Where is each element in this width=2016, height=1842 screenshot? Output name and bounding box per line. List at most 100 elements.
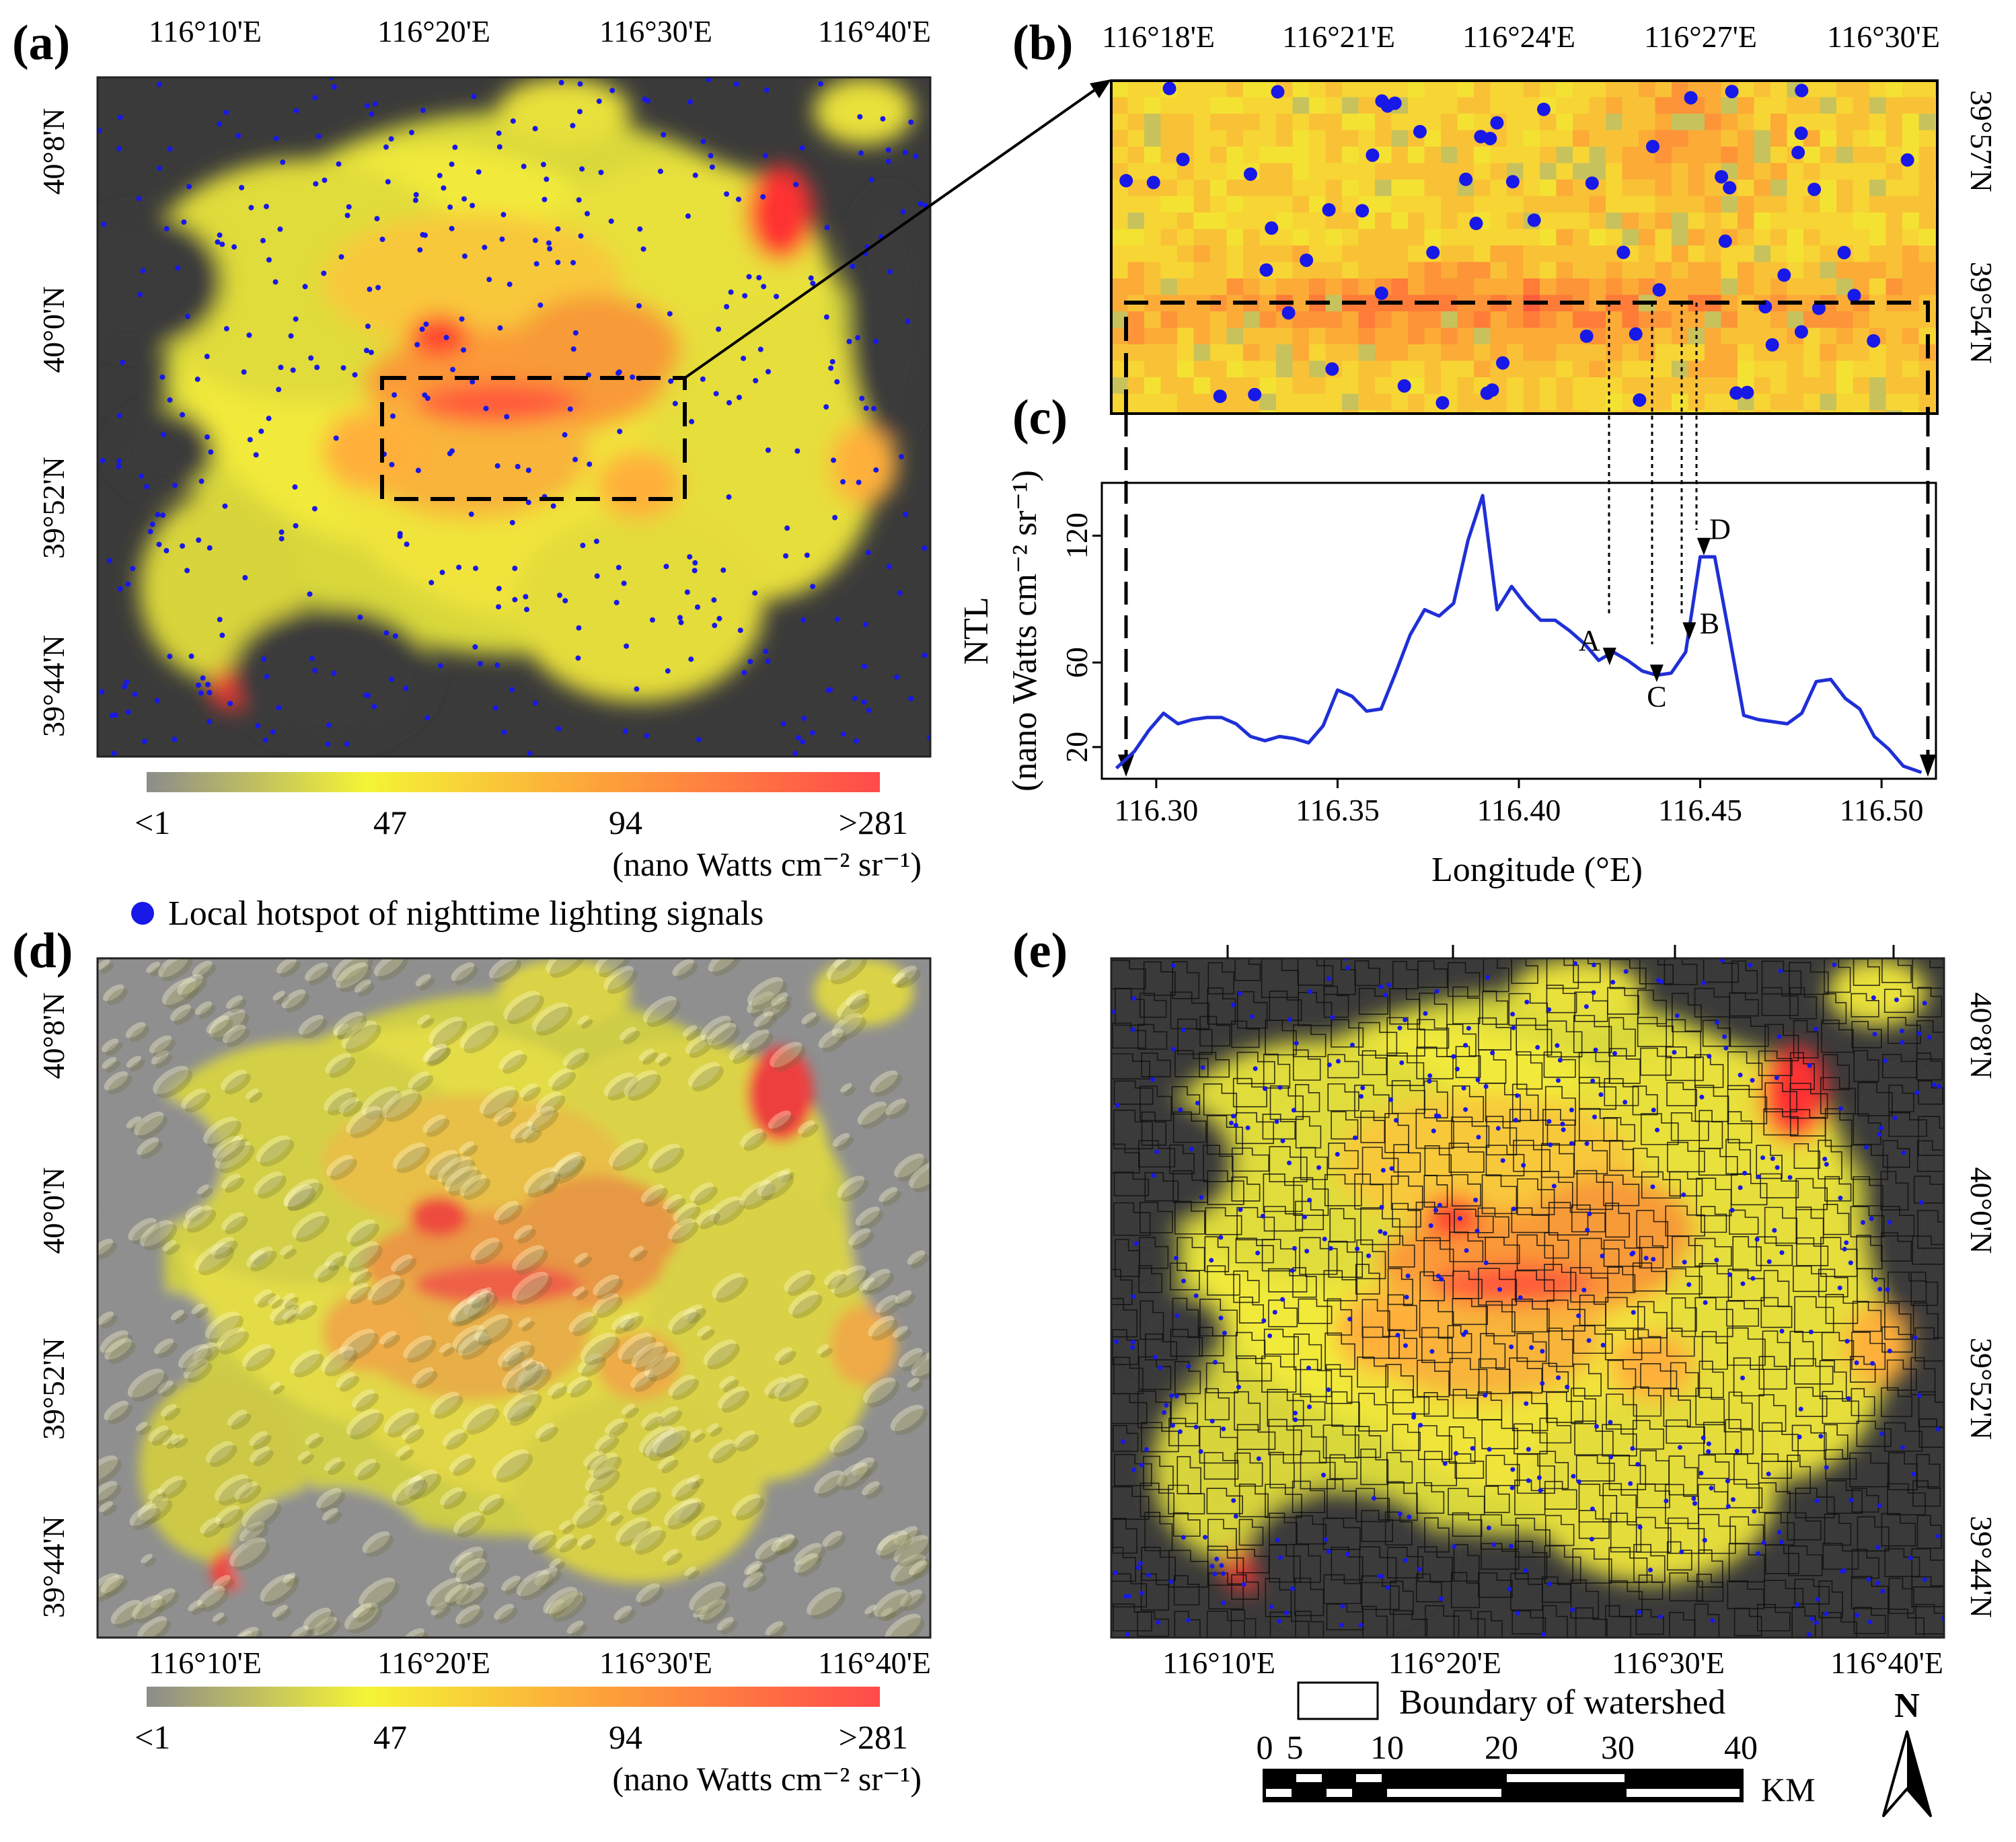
cb-a-label-3: 94 (609, 804, 642, 841)
cb-d-label-2: 47 (373, 1718, 407, 1756)
d-left-tick-4: 39°44'N (36, 1516, 71, 1618)
b-right-tick-2: 39°54'N (1964, 262, 1999, 364)
cb-a-label-2: 47 (373, 804, 407, 841)
annotation-A: A (1579, 624, 1600, 657)
annotation-D: D (1709, 513, 1731, 546)
a-left-tick-3: 39°52'N (36, 457, 71, 559)
panel-b-right-ticks: 39°57'N 39°54'N (1964, 90, 1999, 364)
b-top-tick-3: 116°24'E (1462, 20, 1575, 54)
annotation-arrow-C (1649, 664, 1664, 683)
x-tick-label-3: 116.45 (1658, 793, 1742, 827)
cb-a-unit: (nano Watts cm⁻² sr⁻¹) (612, 845, 922, 883)
scale-bar: 0 5 10 20 30 40 KM (1257, 1728, 1816, 1808)
panel-e-bottom-ticks: 116°10'E 116°20'E 116°30'E 116°40'E (1162, 1646, 1943, 1680)
e-right-tick-2: 40°0'N (1964, 1167, 1999, 1254)
chart-c-ylabel-2: (nano Watts cm⁻² sr⁻¹) (1006, 470, 1044, 792)
panel-d-map (96, 957, 932, 1639)
d-bottom-tick-3: 116°30'E (599, 1646, 712, 1680)
scale-tick-20: 20 (1485, 1728, 1518, 1766)
e-bottom-tick-3: 116°30'E (1612, 1646, 1725, 1680)
panel-b-top-ticks: 116°18'E 116°21'E 116°24'E 116°27'E 116°… (1102, 20, 1940, 54)
chart-c-frame (1100, 482, 1937, 780)
b-top-tick-4: 116°27'E (1644, 20, 1757, 54)
panel-d-left-ticks: 40°8'N 40°0'N 39°52'N 39°44'N (36, 993, 71, 1618)
d-left-tick-3: 39°52'N (36, 1338, 71, 1440)
hotspot-legend-dot (131, 902, 154, 925)
e-right-tick-4: 39°44'N (1964, 1516, 1999, 1618)
panel-e-map (1110, 957, 1945, 1639)
d-bottom-tick-1: 116°10'E (149, 1646, 262, 1680)
watershed-legend-swatch (1297, 1681, 1379, 1720)
b-top-tick-2: 116°21'E (1282, 20, 1395, 54)
panel-b-label: (b) (1012, 15, 1073, 71)
profile-line (1124, 301, 1930, 414)
a-top-tick-2: 116°20'E (377, 14, 490, 48)
b-to-c-connectors (1118, 303, 1936, 777)
a-top-tick-3: 116°30'E (599, 14, 712, 48)
scale-tick-40: 40 (1724, 1728, 1758, 1766)
scale-tick-30: 30 (1601, 1728, 1635, 1766)
a-left-tick-4: 39°44'N (36, 635, 71, 737)
annotation-arrow-D (1696, 537, 1711, 555)
x-tick-label-0: 116.30 (1114, 793, 1198, 827)
e-right-tick-3: 39°52'N (1964, 1338, 1999, 1440)
annotation-arrow-A (1602, 648, 1616, 666)
b-top-tick-1: 116°18'E (1102, 20, 1215, 54)
a-top-tick-1: 116°10'E (149, 14, 262, 48)
d-left-tick-1: 40°8'N (36, 993, 71, 1079)
zoom-arrow-head (1090, 79, 1111, 98)
annotation-arrow-B (1682, 622, 1696, 640)
a-left-tick-2: 40°0'N (36, 286, 71, 373)
cb-a-label-1: <1 (135, 804, 170, 841)
panel-a-top-ticks: 116°10'E 116°20'E 116°30'E 116°40'E (149, 14, 931, 48)
x-tick-label-1: 116.35 (1296, 793, 1380, 827)
a-top-tick-4: 116°40'E (818, 14, 931, 48)
panel-a-label: (a) (12, 15, 70, 71)
chart-c-xlabel: Longitude (°E) (1431, 851, 1643, 889)
zoom-arrow (683, 87, 1098, 379)
scale-tick-10: 10 (1370, 1728, 1404, 1766)
cb-d-label-3: 94 (609, 1718, 642, 1756)
e-bottom-tick-2: 116°20'E (1388, 1646, 1501, 1680)
panel-d-label: (d) (12, 923, 73, 978)
north-arrow: N (1882, 1687, 1932, 1817)
panel-d-bottom-ticks: 116°10'E 116°20'E 116°30'E 116°40'E (149, 1646, 931, 1680)
b-top-tick-5: 116°30'E (1827, 20, 1940, 54)
scale-tick-5: 5 (1287, 1728, 1304, 1766)
e-bottom-tick-4: 116°40'E (1830, 1646, 1943, 1680)
panel-a-left-ticks: 40°8'N 40°0'N 39°52'N 39°44'N (36, 108, 71, 737)
e-bottom-tick-1: 116°10'E (1162, 1646, 1275, 1680)
hotspot-legend: Local hotspot of nighttime lighting sign… (131, 894, 763, 933)
annotation-C: C (1647, 680, 1666, 713)
annotation-B: B (1700, 607, 1719, 640)
a-left-tick-1: 40°8'N (36, 108, 71, 195)
colorbar-a: <1 47 94 >281 (nano Watts cm⁻² sr⁻¹) (135, 772, 922, 883)
panel-e-right-ticks: 40°8'N 40°0'N 39°52'N 39°44'N (1964, 993, 1999, 1618)
panel-c-chart: 116.30 116.35 116.40 116.45 116.50 20 60 120 A B… (957, 470, 1937, 889)
panel-e-label: (e) (1012, 923, 1068, 978)
d-left-tick-2: 40°0'N (36, 1167, 71, 1254)
y-tick-label-2: 120 (1059, 512, 1094, 559)
watershed-legend: Boundary of watershed (1297, 1681, 1725, 1722)
colorbar-d: <1 47 94 >281 (nano Watts cm⁻² sr⁻¹) (135, 1687, 922, 1798)
b-right-tick-1: 39°57'N (1964, 90, 1999, 192)
cb-a-label-4: >281 (839, 804, 908, 841)
e-right-tick-1: 40°8'N (1964, 993, 1999, 1079)
scale-unit: KM (1761, 1771, 1816, 1808)
cb-d-label-4: >281 (839, 1718, 908, 1756)
d-bottom-tick-4: 116°40'E (818, 1646, 931, 1680)
x-tick-label-2: 116.40 (1477, 793, 1561, 827)
x-tick-label-4: 116.50 (1840, 793, 1924, 827)
zoom-extent-box (380, 376, 687, 501)
cb-d-label-1: <1 (135, 1718, 170, 1756)
panel-e-top-ticks (1226, 945, 1895, 958)
scale-tick-0: 0 (1257, 1728, 1273, 1766)
watershed-legend-label: Boundary of watershed (1399, 1683, 1725, 1722)
y-tick-label-1: 60 (1059, 647, 1094, 678)
ntl-profile-line (1115, 494, 1922, 774)
hotspot-legend-label: Local hotspot of nighttime lighting sign… (168, 894, 763, 933)
chart-c-ylabel-1: NTL (957, 597, 996, 664)
cb-d-unit: (nano Watts cm⁻² sr⁻¹) (612, 1760, 922, 1798)
panel-b-map (1110, 79, 1939, 415)
